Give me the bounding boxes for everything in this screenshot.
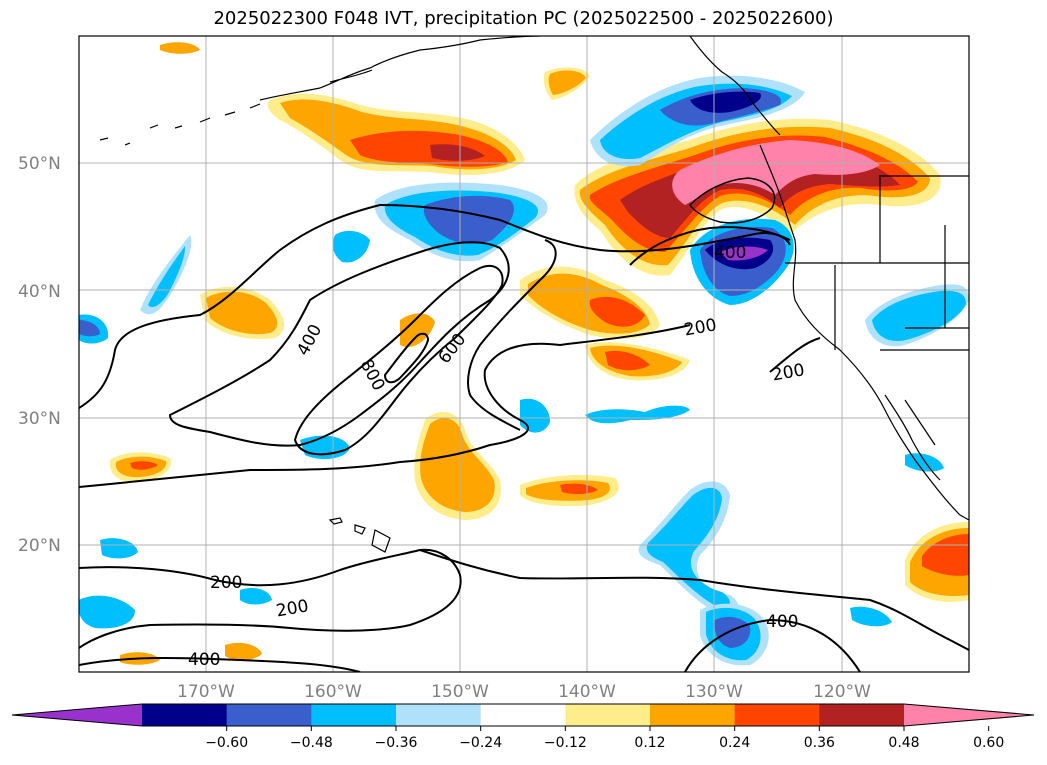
map-panel: 400 800 600 200 200 200 200 400 400 400 [78, 35, 970, 673]
ivt-contour-200 [419, 549, 969, 651]
ivt-contour-400 [79, 656, 361, 672]
ivt-contour-200 [79, 324, 691, 488]
colorbar-tick-label: −0.24 [459, 735, 502, 751]
colorbar-segment [311, 704, 397, 726]
longitude-label: 150°W [431, 682, 489, 702]
precip-negative-region [423, 195, 514, 244]
colorbar-tick-label: 0.24 [719, 735, 750, 751]
precip-positive-region [430, 144, 485, 161]
colorbar-tick-label: −0.48 [290, 735, 333, 751]
longitude-label: 120°W [813, 682, 871, 702]
precip-positive-region [672, 140, 880, 205]
ivt-contour-400 [684, 618, 861, 672]
precip-negative-region [332, 230, 370, 263]
alaska-coastline [259, 36, 781, 136]
latitude-label: 40°N [18, 282, 61, 302]
colorbar-segment [819, 704, 905, 726]
gridlines [79, 36, 969, 672]
colorbar-extend-max [904, 704, 1034, 726]
hawaii-islands [328, 517, 391, 553]
colorbar-tick-label: 0.12 [634, 735, 665, 751]
ivt-contour-200 [79, 203, 791, 409]
latitude-label: 20°N [18, 536, 61, 556]
longitude-label: 160°W [304, 682, 362, 702]
precip-negative-region [714, 616, 751, 648]
latitude-label: 30°N [18, 409, 61, 429]
colorbar-tick-label: 0.36 [804, 735, 835, 751]
precip-positive-region [560, 483, 598, 495]
ivt-contour-800 [383, 332, 430, 384]
aleutian-islands [99, 103, 261, 146]
colorbar-segment [226, 704, 312, 726]
colorbar-segment [650, 704, 736, 726]
colorbar-tick-label: −0.36 [375, 735, 418, 751]
precip-negative-region [720, 246, 768, 261]
precip-positive-region [420, 418, 495, 512]
ivt-contour-400 [629, 226, 791, 266]
colorbar: −0.60 −0.48 −0.36 −0.24 −0.12 0.12 0.24 0.36 0.4… [11, 703, 1035, 751]
precip-negative-region [690, 91, 761, 113]
ivt-contours [79, 177, 969, 672]
latitude-axis: 50°N 40°N 30°N 20°N [18, 154, 61, 556]
contour-label: 400 [188, 650, 220, 670]
colorbar-tick-label: 0.48 [888, 735, 919, 751]
precip-positive-region [160, 42, 200, 54]
ivt-contour-400 [467, 239, 557, 431]
precip-positive-region [206, 291, 278, 335]
contour-label: 400 [714, 243, 746, 263]
precip-positive-region [589, 296, 645, 327]
colorbar-segment [480, 704, 566, 726]
precip-positive-region [225, 642, 262, 661]
colorbar-extend-min [12, 704, 142, 726]
ivt-contour-200 [79, 548, 462, 649]
colorbar-outline [11, 703, 1035, 727]
longitude-label: 170°W [177, 682, 235, 702]
longitude-axis: 170°W 160°W 150°W 140°W 130°W 120°W [177, 682, 871, 702]
precip-positive-region [922, 534, 969, 576]
precip-positive-region [605, 350, 650, 371]
colorbar-tick-label: −0.12 [544, 735, 587, 751]
precip-negative-region [905, 453, 944, 472]
latitude-label: 50°N [18, 154, 61, 174]
precip-negative-region [79, 595, 135, 629]
precip-negative-region [585, 405, 690, 424]
precip-negative-region [520, 398, 550, 433]
us-state-borders [785, 175, 969, 351]
contour-label: 400 [766, 612, 798, 632]
precip-negative-region [100, 538, 138, 559]
precip-negative-region [872, 290, 966, 342]
precip-positive-region [548, 70, 586, 95]
longitude-label: 130°W [685, 682, 743, 702]
colorbar-segment [142, 704, 228, 726]
precip-negative-region [850, 606, 892, 627]
colorbar-segment [565, 704, 651, 726]
precip-negative-region [148, 246, 186, 308]
colorbar-tick-label: −0.60 [205, 735, 248, 751]
precip-positive-region [400, 313, 435, 348]
longitude-label: 140°W [558, 682, 616, 702]
baja-coastline [884, 394, 941, 481]
precip-negative-region [240, 588, 272, 605]
colorbar-tick-label: 0.60 [973, 735, 1004, 751]
coastlines [99, 36, 969, 553]
precip-negative-region [646, 487, 730, 608]
ivt-contour-300 [689, 177, 776, 224]
precip-positive-region [130, 461, 158, 470]
colorbar-segment [734, 704, 820, 726]
figure-title: 2025022300 F048 IVT, precipitation PC (2… [213, 8, 834, 29]
colorbar-segment [396, 704, 482, 726]
map-frame [78, 35, 970, 673]
north-america-coastline [759, 144, 969, 521]
contour-label: 200 [210, 573, 242, 593]
ivt-contour-600 [293, 265, 504, 456]
ivt-contour-200 [769, 337, 821, 373]
precip-negative-region [79, 320, 100, 337]
